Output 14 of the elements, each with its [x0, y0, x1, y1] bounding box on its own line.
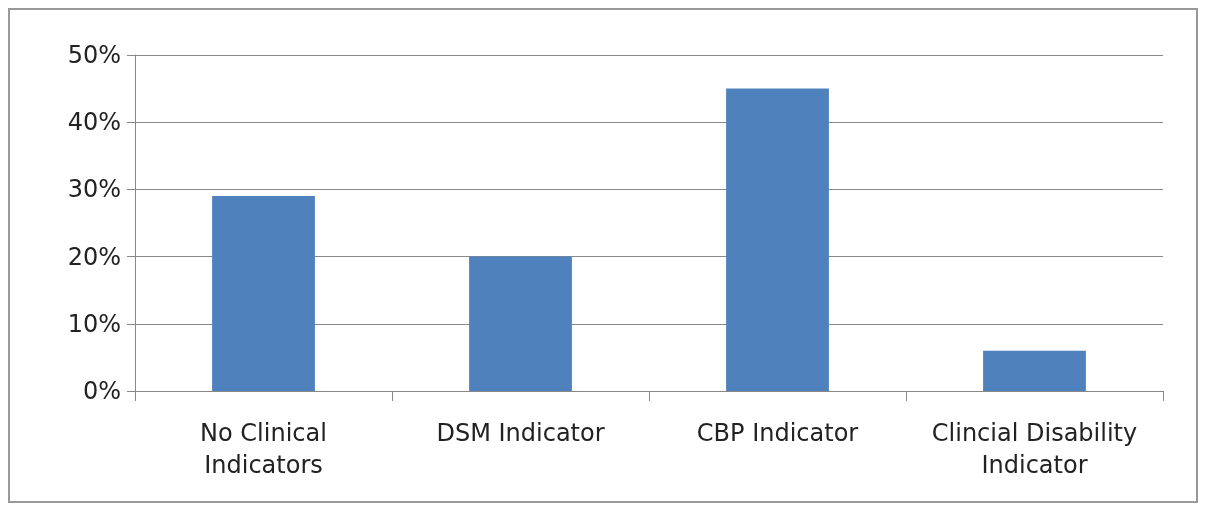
x-tick-label: CBP Indicator [696, 419, 859, 447]
y-tick-label: 0% [82, 377, 121, 405]
bar [469, 256, 572, 391]
x-tick-label: Clincial Disability Indicator [931, 419, 1138, 479]
y-tick-label: 20% [67, 242, 121, 271]
y-tick-label: 30% [67, 175, 121, 204]
y-tick-label: 50% [67, 41, 121, 69]
y-tick-label: 10% [67, 309, 121, 338]
bar [983, 350, 1086, 391]
y-tick-label: 40% [67, 108, 121, 137]
x-tick-label: DSM Indicator [436, 419, 605, 447]
bar [212, 196, 315, 391]
x-tick-label: No Clinical Indicators [200, 419, 327, 479]
bar [726, 88, 829, 391]
